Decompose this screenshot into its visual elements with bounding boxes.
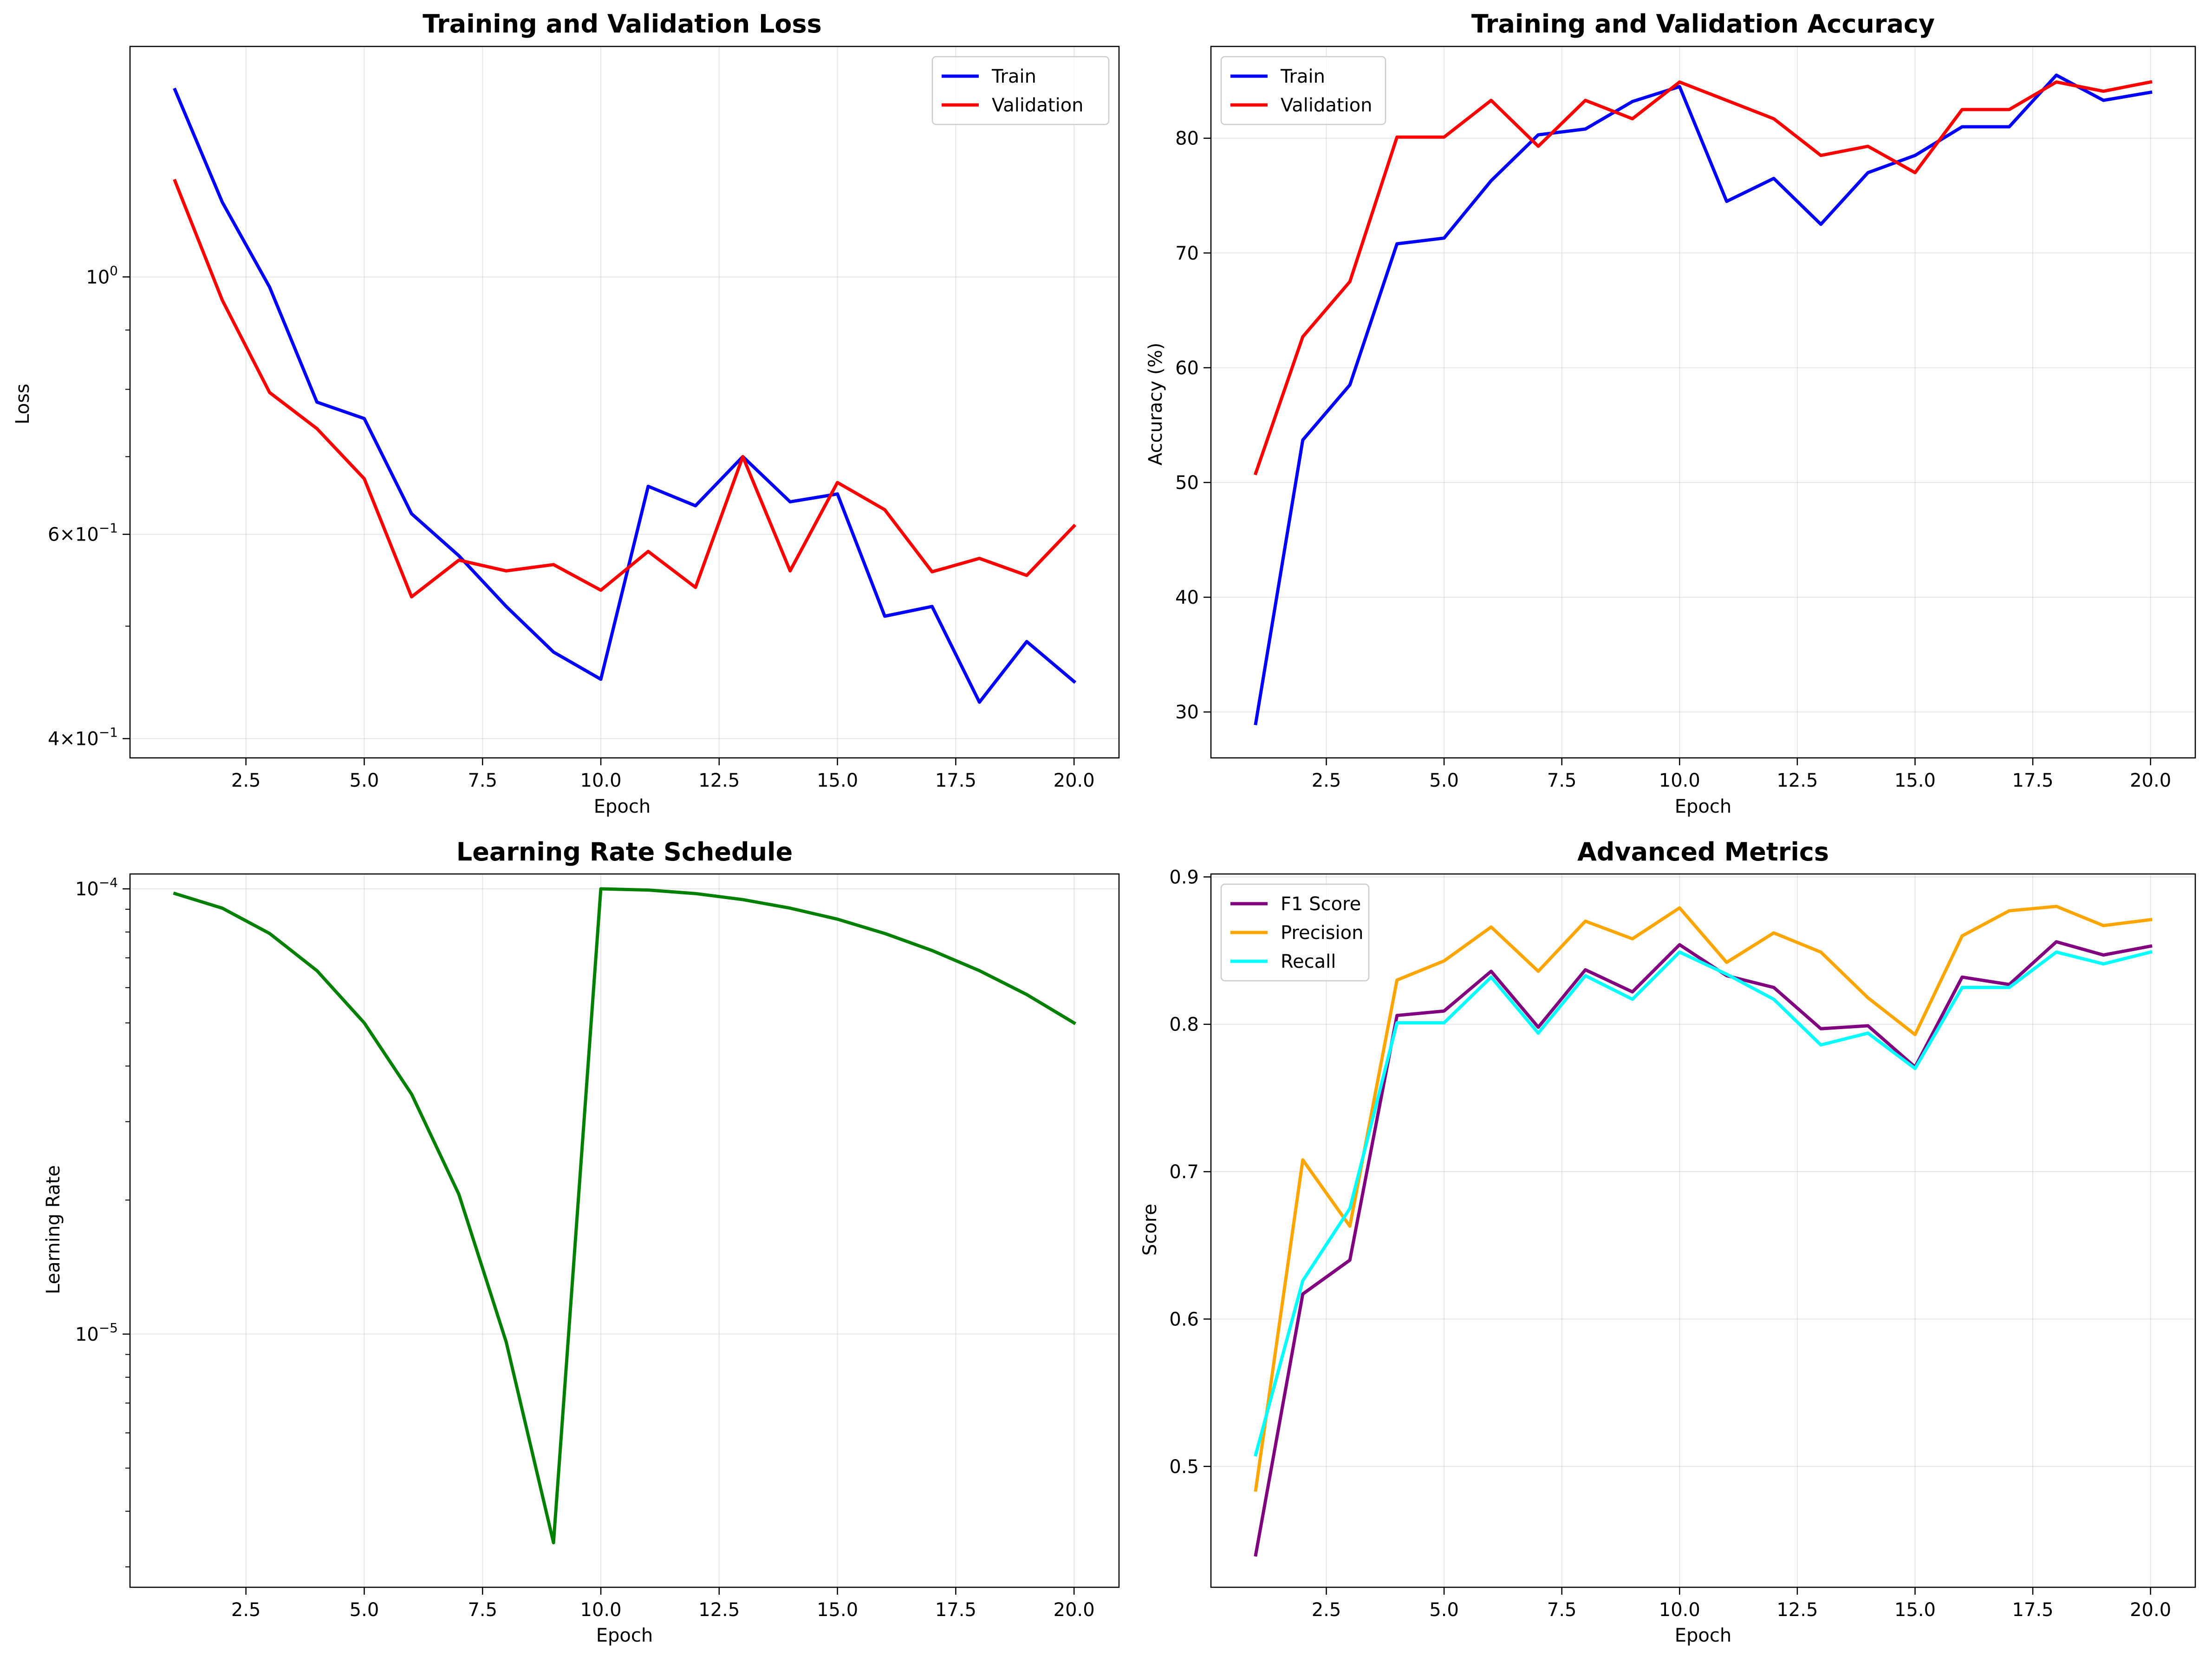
legend-label: Train: [991, 66, 1036, 87]
x-tick-label: 17.5: [2012, 770, 2054, 791]
axes-frame: [129, 46, 1120, 759]
panel-learning-rate: Learning Rate Schedule Epoch Learning Ra…: [43, 837, 1120, 1646]
legend: F1 Score Precision Recall: [1220, 883, 1370, 982]
series-line: [1254, 950, 2153, 1457]
y-tick-label: 0.8: [1169, 1014, 1199, 1036]
legend-label: Recall: [1281, 951, 1336, 972]
x-tick-label: 2.5: [231, 1599, 261, 1621]
y-tick-label: 6×10−1: [48, 521, 118, 546]
plot-area: 2.5 5.0 7.5 10.0 12.5 15.0 17.5 20.0 0.5 0.6 0.7 0.…: [1169, 867, 2196, 1621]
x-tick-label: 2.5: [1312, 1599, 1341, 1621]
legend-label: F1 Score: [1281, 893, 1361, 915]
x-tick-label: 10.0: [580, 1599, 622, 1621]
legend: Train Validation: [1220, 56, 1386, 125]
y-axis-label: Loss: [12, 384, 33, 424]
x-tick-label: 20.0: [1054, 1599, 1095, 1621]
series-line: [1254, 73, 2153, 725]
legend-frame: [1220, 883, 1370, 982]
legend-frame: [1220, 56, 1386, 125]
y-tick-label: 0.9: [1169, 867, 1199, 888]
x-tick-label: 15.0: [817, 770, 858, 791]
y-tick-label: 50: [1175, 472, 1199, 494]
y-tick-label: 80: [1175, 128, 1199, 150]
axes-frame: [129, 873, 1120, 1588]
x-axis-label: Epoch: [596, 1625, 653, 1646]
panel-accuracy: Training and Validation Accuracy Epoch A…: [1145, 9, 2196, 817]
x-tick-label: 17.5: [935, 1599, 976, 1621]
y-axis-label: Learning Rate: [43, 1165, 64, 1294]
y-tick-label: 70: [1175, 243, 1199, 264]
x-tick-label: 7.5: [468, 770, 497, 791]
y-tick-label: 100: [86, 263, 118, 288]
axes-frame: [1210, 46, 2196, 759]
x-tick-label: 7.5: [468, 1599, 497, 1621]
x-tick-label: 5.0: [1429, 1599, 1459, 1621]
x-tick-label: 10.0: [1659, 770, 1700, 791]
x-tick-label: 5.0: [350, 1599, 379, 1621]
x-tick-label: 12.5: [698, 770, 740, 791]
x-tick-label: 12.5: [1776, 770, 1818, 791]
x-tick-label: 12.5: [698, 1599, 740, 1621]
x-tick-label: 20.0: [1054, 770, 1095, 791]
x-tick-label: 7.5: [1547, 1599, 1577, 1621]
y-tick-label: 30: [1175, 702, 1199, 723]
x-axis-label: Epoch: [1675, 1625, 1731, 1646]
y-tick-label: 40: [1175, 587, 1199, 608]
chart-title: Advanced Metrics: [1577, 837, 1829, 867]
legend: Train Validation: [931, 56, 1110, 125]
x-tick-label: 2.5: [231, 770, 261, 791]
x-axis-label: Epoch: [1675, 796, 1731, 817]
chart-title: Training and Validation Loss: [423, 9, 822, 39]
y-tick-label: 0.7: [1169, 1161, 1199, 1183]
legend-label: Train: [1280, 66, 1325, 87]
x-tick-label: 5.0: [1429, 770, 1459, 791]
panel-loss: Training and Validation Loss Epoch Loss …: [12, 9, 1120, 817]
plot-area: 2.5 5.0 7.5 10.0 12.5 15.0 17.5 20.0 100 6×10−1 4×…: [48, 46, 1120, 791]
x-tick-label: 17.5: [935, 770, 976, 791]
panel-advanced-metrics: Advanced Metrics Epoch Score 2.5 5.0 7.5 10…: [1139, 837, 2196, 1646]
plot-area: 2.5 5.0 7.5 10.0 12.5 15.0 17.5 20.0 10−4 10−5: [75, 873, 1120, 1621]
series-line: [173, 87, 1077, 704]
y-tick-label: 4×10−1: [48, 725, 118, 750]
plot-area: 2.5 5.0 7.5 10.0 12.5 15.0 17.5 20.0 30 40 50 60 70 8…: [1175, 46, 2196, 791]
x-tick-label: 20.0: [2130, 770, 2171, 791]
x-axis-label: Epoch: [594, 796, 651, 817]
y-tick-label: 10−4: [75, 875, 118, 900]
x-tick-label: 10.0: [1659, 1599, 1700, 1621]
series-line: [173, 178, 1077, 599]
series-line: [1253, 80, 2153, 476]
x-tick-label: 7.5: [1547, 770, 1577, 791]
y-tick-label: 0.5: [1169, 1456, 1199, 1478]
series-line: [1254, 905, 2153, 1492]
y-tick-label: 60: [1175, 358, 1199, 379]
x-tick-label: 2.5: [1312, 770, 1341, 791]
legend-label: Precision: [1281, 922, 1363, 944]
x-tick-label: 20.0: [2130, 1599, 2171, 1621]
x-tick-label: 15.0: [1894, 1599, 1936, 1621]
series-line: [173, 887, 1077, 1545]
x-tick-label: 10.0: [580, 770, 622, 791]
x-tick-label: 5.0: [350, 770, 379, 791]
legend-label: Validation: [992, 95, 1084, 116]
y-axis-label: Score: [1139, 1204, 1161, 1256]
x-tick-label: 12.5: [1776, 1599, 1818, 1621]
chart-title: Training and Validation Accuracy: [1471, 9, 1935, 39]
legend-frame: [931, 56, 1110, 125]
x-tick-label: 15.0: [1894, 770, 1936, 791]
y-axis-label: Accuracy (%): [1145, 343, 1166, 466]
series-line: [1254, 940, 2153, 1557]
y-tick-label: 0.6: [1169, 1309, 1199, 1330]
x-tick-label: 15.0: [817, 1599, 858, 1621]
chart-title: Learning Rate Schedule: [456, 837, 793, 867]
legend-label: Validation: [1281, 95, 1373, 116]
x-tick-label: 17.5: [2012, 1599, 2054, 1621]
y-tick-label: 10−5: [75, 1320, 118, 1345]
axes-frame: [1210, 873, 2196, 1588]
